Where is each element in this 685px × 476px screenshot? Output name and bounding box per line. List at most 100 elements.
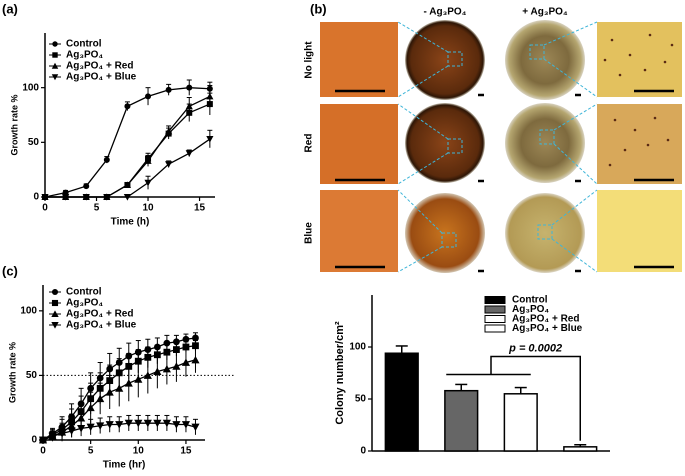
marker <box>67 427 76 436</box>
marker <box>143 371 152 379</box>
y-tick-label: 50 <box>28 137 40 148</box>
legend-label: Ag₃PO₄ + Red <box>512 314 579 325</box>
marker <box>191 355 200 364</box>
photo <box>320 22 398 97</box>
y-tick-label: 100 <box>20 305 37 316</box>
marker <box>86 423 95 432</box>
marker <box>185 150 193 157</box>
row-label: Red <box>304 134 315 153</box>
marker <box>153 419 162 428</box>
photo <box>597 22 682 97</box>
panel-label: (c) <box>2 263 18 278</box>
marker <box>206 92 214 100</box>
legend-label: Ag₃PO₄ + Blue <box>66 320 137 331</box>
zoom-lines <box>397 21 598 273</box>
bar <box>384 352 419 452</box>
marker <box>51 74 59 81</box>
bracket <box>490 355 581 441</box>
marker <box>124 379 133 387</box>
marker <box>123 181 132 188</box>
x-axis-title: Time (h) <box>111 217 150 228</box>
legend-label: Ag₃PO₄ <box>512 304 549 315</box>
legend-label: Control <box>66 287 102 298</box>
marker <box>185 102 193 110</box>
marker <box>82 194 90 201</box>
marker <box>86 403 95 412</box>
photo <box>320 190 398 272</box>
marker <box>191 423 200 432</box>
photo <box>505 193 585 273</box>
marker <box>38 436 48 445</box>
colony-dots <box>603 33 674 167</box>
x-tick-label: 15 <box>194 203 206 214</box>
y-tick-label: 100 <box>22 82 39 93</box>
photo <box>597 190 682 272</box>
legend-label: Control <box>512 295 548 306</box>
marker <box>105 421 114 429</box>
marker <box>134 375 143 383</box>
legend-swatch <box>484 305 506 314</box>
legend-label: Ag₃PO₄ <box>66 298 103 309</box>
marker <box>57 430 67 438</box>
marker <box>48 432 57 441</box>
photo <box>505 103 585 183</box>
photo-grid: - Ag₃PO₄ + Ag₃PO₄ No light Red Blue <box>304 7 682 273</box>
marker <box>115 384 124 392</box>
marker <box>144 157 152 164</box>
bar <box>563 446 598 452</box>
marker <box>143 419 152 428</box>
marker <box>165 86 172 93</box>
legend-label: Ag₃PO₄ + Blue <box>66 72 137 83</box>
legend-label: Ag₃PO₄ <box>66 50 103 61</box>
legend-label: Ag₃PO₄ + Blue <box>512 323 583 334</box>
legend-label: Ag₃PO₄ + Red <box>66 309 133 320</box>
series-line <box>45 138 211 198</box>
x-tick-label: 15 <box>180 446 192 457</box>
legend-label: Ag₃PO₄ + Red <box>66 61 133 72</box>
x-tick-label: 5 <box>88 446 94 457</box>
x-tick-label: 0 <box>40 446 46 457</box>
marker <box>77 413 86 422</box>
x-axis-title: Time (hr) <box>103 460 146 471</box>
marker <box>123 194 132 201</box>
x-tick-label: 10 <box>142 203 154 214</box>
marker <box>182 343 190 351</box>
marker <box>62 194 70 201</box>
y-tick-label: 0 <box>31 435 37 446</box>
marker <box>186 84 193 91</box>
marker <box>163 348 171 356</box>
photo <box>320 104 398 184</box>
y-tick-label: 50 <box>26 370 38 381</box>
y-tick-label: 0 <box>33 192 39 203</box>
x-tick-label: 0 <box>42 203 48 214</box>
marker <box>51 321 59 329</box>
marker <box>52 41 58 47</box>
marker <box>192 342 199 350</box>
y-tick-label: 100 <box>349 342 366 353</box>
marker <box>51 288 59 296</box>
marker <box>52 52 58 58</box>
marker <box>181 421 191 429</box>
marker <box>165 161 173 168</box>
column-header: - Ag₃PO₄ <box>424 7 467 18</box>
marker <box>105 388 114 396</box>
legend-swatch <box>484 315 506 323</box>
marker <box>103 156 110 163</box>
marker <box>83 183 90 190</box>
marker <box>172 362 181 370</box>
row-label: No light <box>304 41 315 79</box>
marker <box>96 394 105 403</box>
marker <box>153 367 162 375</box>
photo <box>597 104 682 184</box>
marker <box>51 299 59 307</box>
bar <box>503 393 538 452</box>
marker <box>96 422 105 430</box>
legend-swatch <box>484 324 506 333</box>
marker <box>162 419 171 428</box>
photo <box>405 20 485 100</box>
marker <box>51 62 59 69</box>
marker <box>173 346 180 353</box>
marker <box>182 335 190 343</box>
marker <box>41 194 49 201</box>
